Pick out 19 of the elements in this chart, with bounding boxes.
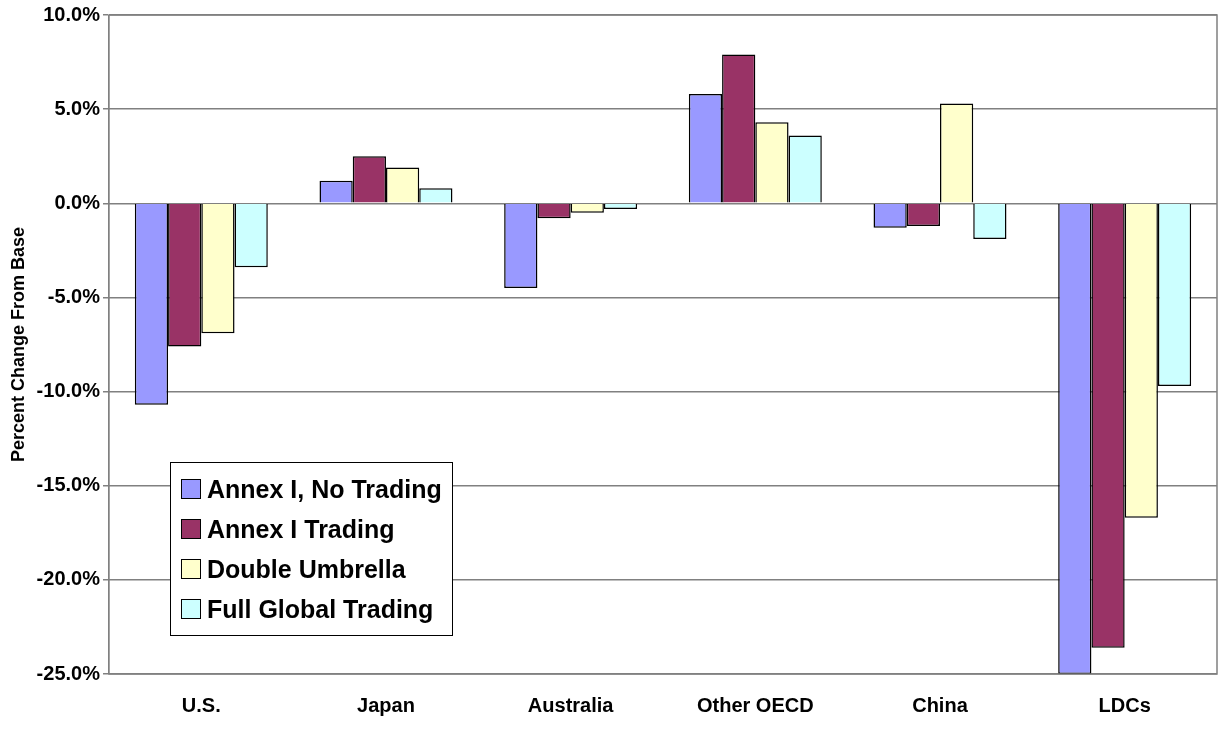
y-tick-label: 0.0% [54, 190, 101, 213]
legend-label: Annex I Trading [207, 514, 395, 544]
y-axis-title: Percent Change From Base [7, 226, 28, 463]
y-tick-label: -5.0% [47, 284, 101, 307]
y-tick-label: 10.0% [43, 2, 101, 25]
legend-label: Annex I, No Trading [207, 474, 442, 504]
x-tick-label: Australia [527, 693, 615, 716]
y-tick-label: 5.0% [54, 96, 101, 119]
y-tick-label: -10.0% [36, 379, 101, 402]
y-tick-label: -20.0% [36, 567, 101, 590]
legend-label: Double Umbrella [207, 554, 406, 584]
y-tick-label: -15.0% [36, 473, 101, 496]
x-tick-label: LDCs [1098, 693, 1151, 716]
y-tick-label: -25.0% [36, 661, 101, 684]
x-tick-label: China [912, 693, 969, 716]
x-tick-label: Japan [357, 693, 415, 716]
x-tick-label: Other OECD [696, 693, 814, 716]
x-tick-label: U.S. [181, 693, 221, 716]
legend-label: Full Global Trading [207, 594, 434, 624]
